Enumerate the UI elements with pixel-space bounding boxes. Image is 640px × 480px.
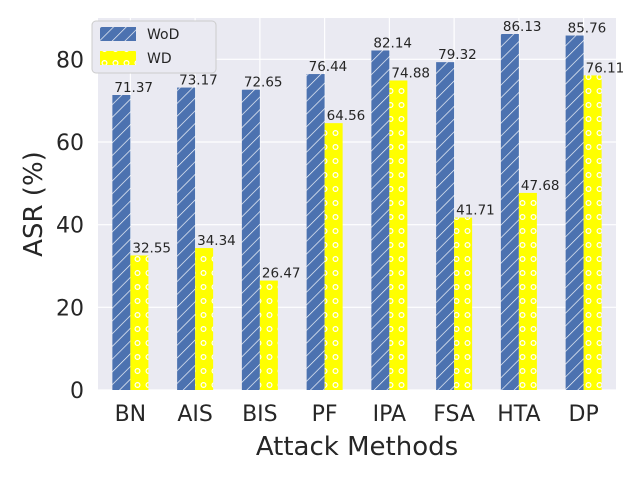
plot-area (98, 18, 616, 390)
data-label-WD-DP: 76.11 (586, 60, 625, 76)
y-tick-label: 0 (70, 379, 84, 404)
bar-WD-FSA (454, 217, 473, 390)
data-label-WD-HTA: 47.68 (521, 178, 560, 194)
data-label-WoD-HTA: 86.13 (503, 19, 542, 35)
data-label-WD-AIS: 34.34 (197, 233, 236, 249)
x-tick-label-FSA: FSA (433, 402, 475, 427)
bar-WD-BIS (259, 280, 278, 390)
y-tick-label: 60 (56, 131, 84, 156)
bar-WoD-HTA (500, 33, 519, 390)
legend-label-WD: WD (147, 51, 172, 67)
bar-WD-DP (583, 75, 602, 391)
bar-WoD-BIS (241, 89, 260, 391)
x-tick-label-HTA: HTA (497, 402, 540, 427)
bar-WoD-PF (306, 74, 325, 390)
x-axis-label: Attack Methods (256, 432, 458, 462)
bar-WoD-FSA (436, 62, 455, 390)
y-tick-label: 80 (56, 48, 84, 73)
data-label-WD-BIS: 26.47 (262, 266, 301, 282)
data-label-WoD-FSA: 79.32 (438, 47, 477, 63)
x-tick-label-BN: BN (115, 402, 147, 427)
data-label-WoD-DP: 85.76 (568, 21, 607, 37)
bar-WoD-DP (565, 35, 584, 391)
data-label-WD-BN: 32.55 (132, 240, 171, 256)
bar-WD-HTA (518, 192, 537, 390)
x-tick-label-BIS: BIS (242, 402, 278, 427)
y-tick-label: 40 (56, 214, 84, 239)
y-tick-label: 20 (56, 296, 84, 321)
x-tick-label-PF: PF (312, 402, 338, 427)
data-label-WD-FSA: 41.71 (456, 203, 495, 219)
data-label-WoD-BIS: 72.65 (244, 75, 283, 91)
bar-WD-PF (324, 123, 343, 390)
bar-WD-AIS (195, 248, 214, 390)
data-label-WoD-AIS: 73.17 (179, 73, 218, 89)
bar-WoD-IPA (371, 50, 390, 390)
legend-swatch-WD (100, 51, 136, 65)
x-tick-label-AIS: AIS (177, 402, 213, 427)
bar-WD-IPA (389, 80, 408, 390)
data-label-WoD-PF: 76.44 (309, 59, 348, 75)
data-label-WD-PF: 64.56 (327, 108, 366, 124)
bars (112, 33, 602, 391)
bar-WD-BN (130, 255, 149, 390)
data-label-WD-IPA: 74.88 (391, 65, 430, 81)
bar-WoD-AIS (177, 87, 196, 391)
legend-swatch-WoD (100, 27, 136, 41)
legend-label-WoD: WoD (147, 27, 179, 43)
bar-WoD-BN (112, 95, 131, 390)
legend: WoD WD (91, 20, 217, 74)
y-axis-label: ASR (%) (19, 151, 49, 257)
data-label-WoD-BN: 71.37 (114, 80, 153, 96)
x-tick-labels: BN AIS BIS PF IPA FSA HTA DP (115, 402, 599, 427)
y-tick-labels: 0 20 40 60 80 (56, 48, 84, 404)
x-tick-label-IPA: IPA (373, 402, 406, 427)
x-tick-label-DP: DP (569, 402, 599, 427)
data-labels: 71.37 32.55 73.17 34.34 72.65 26.47 76.44 64.56… (114, 19, 624, 282)
data-label-WoD-IPA: 82.14 (373, 35, 412, 51)
